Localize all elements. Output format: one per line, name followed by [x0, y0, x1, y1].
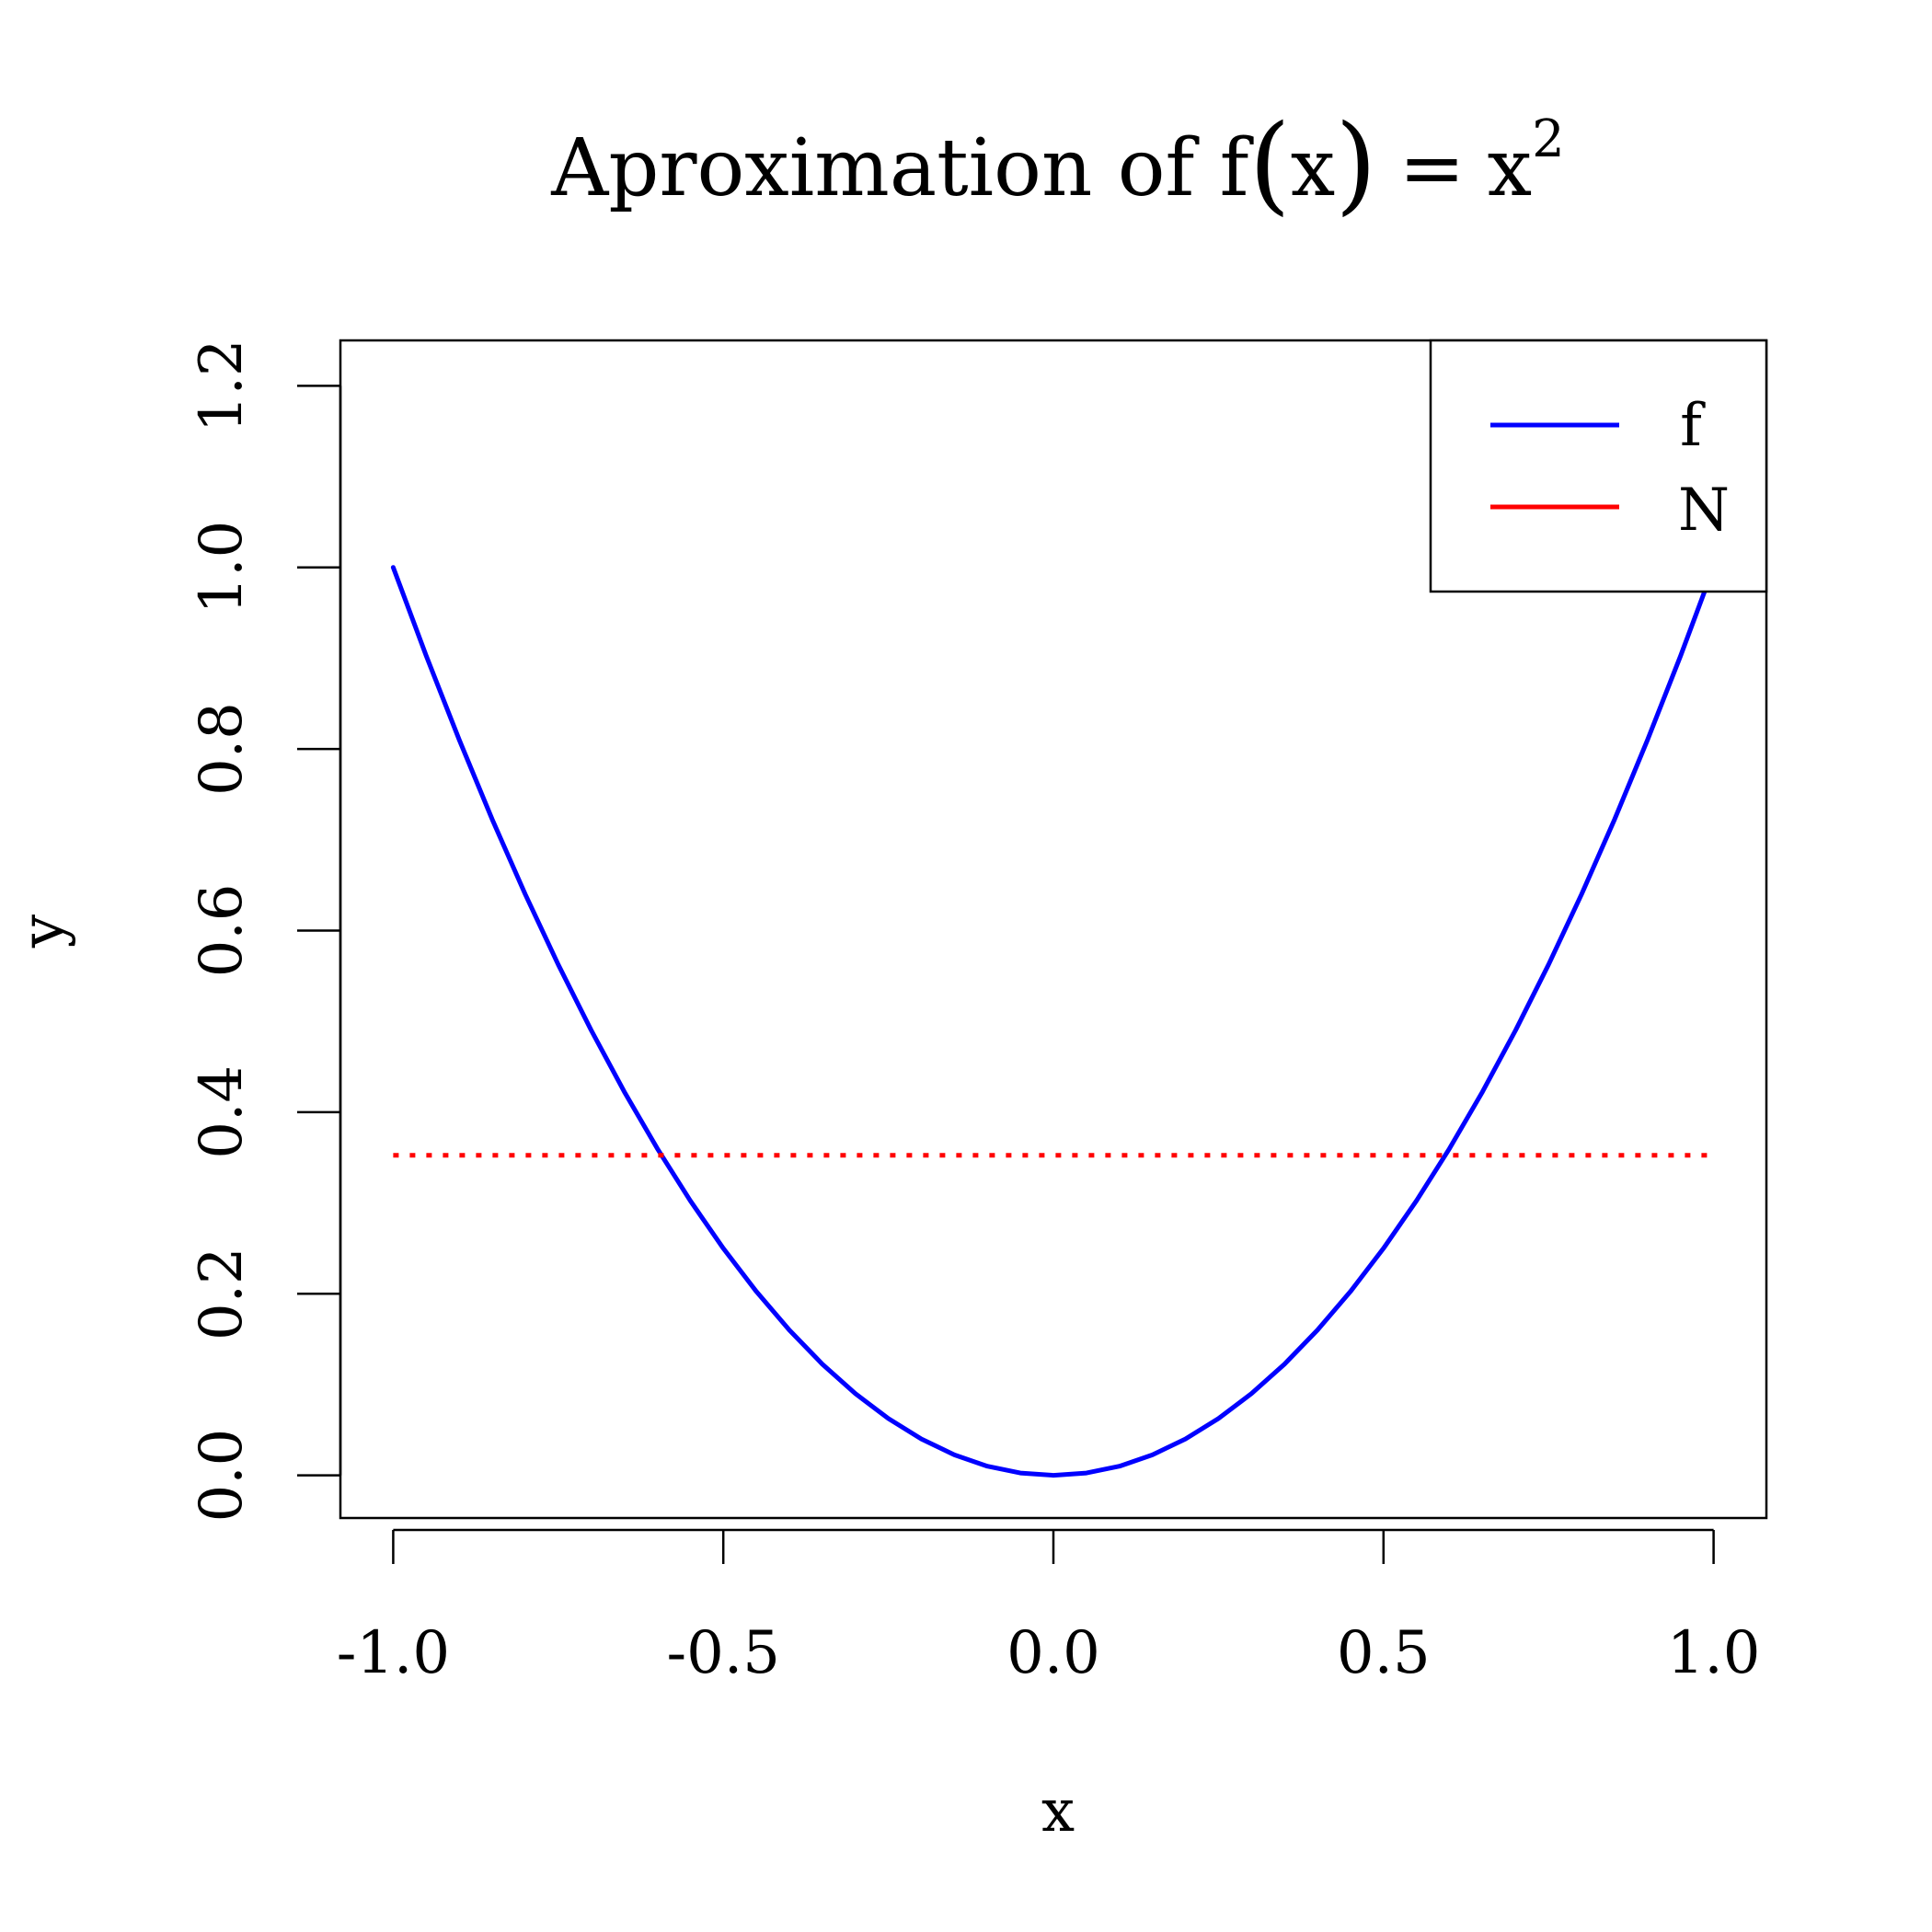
y-tick-label: 1.2 [188, 339, 256, 432]
chart-title: Aproximation of f(x) = x2 [550, 102, 1564, 226]
x-tick-label: 0.0 [1006, 1619, 1100, 1687]
y-tick-label: 0.4 [188, 1065, 256, 1159]
title-var: x [1291, 122, 1336, 214]
legend-label-n: N [1678, 477, 1730, 545]
chart-title-text: Aproximation of f(x) = x2 [550, 102, 1564, 226]
x-tick-label: 0.5 [1337, 1619, 1431, 1687]
y-tick-label: 0.8 [188, 702, 256, 796]
title-equals: = [1399, 122, 1466, 214]
x-axis-label: x [1041, 1777, 1075, 1846]
x-tick-label: -1.0 [337, 1619, 450, 1687]
x-axis: -1.0 -0.5 0.0 0.5 1.0 [337, 1528, 1761, 1687]
legend-label-f: f [1680, 392, 1706, 460]
title-exponent: 2 [1532, 109, 1565, 169]
x-tick-label: 1.0 [1667, 1619, 1761, 1687]
title-base: x [1488, 122, 1533, 214]
title-close-paren: ) [1335, 102, 1376, 226]
y-axis: 0.0 0.2 0.4 0.6 0.8 1.0 1.2 [188, 339, 342, 1523]
series-layer [390, 565, 1717, 1478]
legend-box [1429, 339, 1768, 593]
y-tick-label: 1.0 [188, 521, 256, 615]
y-tick-label: 0.0 [188, 1429, 256, 1523]
legend: f N [1429, 339, 1768, 593]
x-tick-label: -0.5 [667, 1619, 780, 1687]
series-line-f [390, 565, 1717, 1478]
y-tick-label: 0.2 [188, 1247, 256, 1340]
y-axis-label: y [9, 914, 77, 949]
title-open-paren: ( [1248, 102, 1290, 226]
y-tick-label: 0.6 [188, 884, 256, 978]
title-prefix: Aproximation of f [550, 122, 1253, 214]
